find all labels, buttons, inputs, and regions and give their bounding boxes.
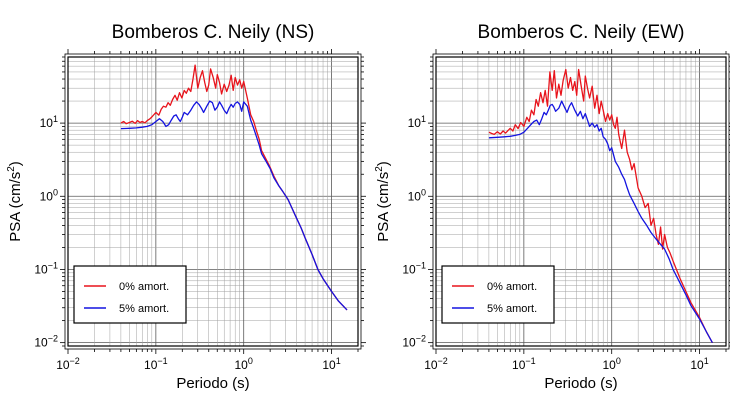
legend: 0% amort. 5% amort. bbox=[73, 265, 187, 324]
x-tick-label: 101 bbox=[690, 356, 708, 372]
legend-label: 0% amort. bbox=[119, 281, 169, 293]
y-tick-label: 101 bbox=[40, 114, 58, 130]
series-line-damped bbox=[488, 100, 713, 344]
chart-title: Bomberos C. Neily (NS) bbox=[112, 22, 315, 43]
legend: 0% amort. 5% amort. bbox=[441, 265, 555, 324]
y-tick-label: 10−2 bbox=[34, 334, 58, 350]
plot-frame bbox=[435, 56, 727, 347]
x-tick-label: 10−1 bbox=[512, 356, 536, 372]
grid bbox=[435, 56, 727, 347]
x-tick-label: 10−2 bbox=[424, 356, 448, 372]
x-tick-label: 100 bbox=[235, 356, 253, 372]
legend-box bbox=[441, 265, 555, 324]
legend-label: 0% amort. bbox=[487, 281, 537, 293]
plot-frame-outer bbox=[432, 53, 730, 350]
y-tick-label: 10−2 bbox=[402, 334, 426, 350]
legend-box bbox=[73, 265, 187, 324]
y-tick-label: 10−1 bbox=[402, 260, 426, 276]
plot-frame-outer bbox=[64, 53, 362, 350]
x-tick-label: 10−1 bbox=[144, 356, 168, 372]
chart-panel-ew: 10−2 10−1 100 101 10−2 10−1 100 101 Bomberos C. … bbox=[374, 22, 730, 392]
chart-title: Bomberos C. Neily (EW) bbox=[478, 22, 685, 43]
x-tick-label: 100 bbox=[603, 356, 621, 372]
y-tick-label: 101 bbox=[408, 114, 426, 130]
y-axis-label: PSA (cm/s2) bbox=[6, 161, 24, 242]
x-tick-label: 10−2 bbox=[56, 356, 80, 372]
y-tick-label: 10−1 bbox=[34, 260, 58, 276]
legend-label: 5% amort. bbox=[119, 303, 169, 315]
y-tick-label: 100 bbox=[408, 187, 426, 203]
x-axis-label: Periodo (s) bbox=[544, 375, 617, 392]
chart-panel-ns: 10−2 10−1 100 101 10−2 10−1 100 101 Bomberos C. … bbox=[6, 22, 366, 392]
x-tick-label: 101 bbox=[322, 356, 340, 372]
y-tick-label: 100 bbox=[40, 187, 58, 203]
legend-label: 5% amort. bbox=[487, 303, 537, 315]
axis-ticks bbox=[428, 49, 730, 354]
series-line-damped bbox=[120, 100, 348, 311]
y-axis-label: PSA (cm/s2) bbox=[374, 161, 392, 242]
plot-frame bbox=[67, 56, 359, 347]
series-line-undamped bbox=[488, 68, 713, 344]
x-axis-label: Periodo (s) bbox=[176, 375, 249, 392]
axis-ticks bbox=[60, 49, 366, 354]
